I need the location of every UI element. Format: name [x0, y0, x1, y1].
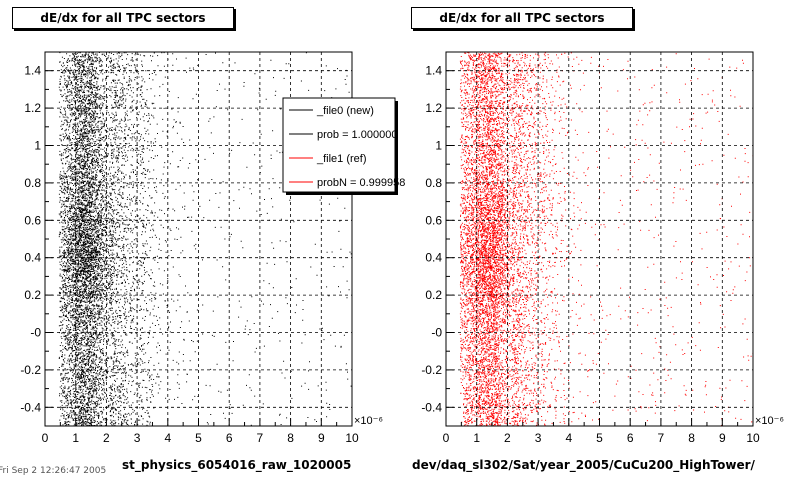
y-tick-label: -0	[30, 326, 41, 340]
right-scatter-chart: 0 1 2 3 4 5 6 7 8 9 10 ×10⁻⁶ 1.4 1.2 1 0.8 0.6 0.4 0.2 -0 -0…	[421, 51, 784, 445]
scatter-points	[58, 52, 352, 426]
x-tick-label: 10	[746, 431, 760, 445]
x-tick-label: 6	[226, 431, 233, 445]
y-tick-label: -0.2	[20, 363, 41, 377]
x-tick-label: 1	[473, 431, 480, 445]
y-tick-label: -0.2	[421, 363, 442, 377]
y-tick-label: 1.4	[24, 64, 41, 78]
y-tick-label: 0.8	[425, 176, 442, 190]
y-tick-label: 1.4	[425, 64, 442, 78]
legend-entry-label: _file1 (ref)	[316, 153, 367, 165]
timestamp-fragment: Fri Sep 2 12:26:47 2005	[0, 466, 107, 476]
legend-entry-label: probN = 0.999958	[317, 177, 405, 189]
x-tick-label: 2	[504, 431, 511, 445]
y-tick-label: 0.2	[425, 288, 442, 302]
legend-frame	[282, 97, 396, 193]
x-tick-label: 4	[164, 431, 171, 445]
x-tick-label: 0	[443, 431, 450, 445]
x-tick-label: 7	[658, 431, 665, 445]
x-tick-label: 3	[535, 431, 542, 445]
y-tick-label: -0	[431, 326, 442, 340]
x-exponent-label: ×10⁻⁶	[354, 415, 383, 427]
x-tick-label: 0	[42, 431, 49, 445]
x-tick-label: 7	[257, 431, 264, 445]
right-chart-title: dE/dx for all TPC sectors	[411, 7, 633, 29]
x-tick-label: 1	[72, 431, 79, 445]
legend-box: _file0 (new) prob = 1.000000 _file1 (ref) p…	[282, 97, 405, 195]
scatter-point-cloud	[459, 52, 753, 426]
y-tick-label: 0.2	[24, 288, 41, 302]
x-tick-label: 2	[103, 431, 110, 445]
y-tick-label: -0.4	[421, 400, 442, 414]
y-tick-label: 0.4	[24, 251, 41, 265]
left-x-axis-label: st_physics_6054016_raw_1020005	[122, 458, 352, 472]
left-scatter-chart: 0 1 2 3 4 5 6 7 8 9 10 ×10⁻⁶ 1.4 1.2 1 0.8 0.6 0.4 0.2 -0 -0…	[20, 51, 405, 445]
x-tick-label: 5	[195, 431, 202, 445]
y-tick-label: -0.4	[20, 400, 41, 414]
x-tick-label: 8	[287, 431, 294, 445]
y-tick-label: 0.8	[24, 176, 41, 190]
right-x-axis-label: dev/daq_sl302/Sat/year_2005/CuCu200_High…	[412, 458, 755, 472]
y-tick-label: 0.6	[24, 213, 41, 227]
x-tick-label: 5	[596, 431, 603, 445]
left-chart-title: dE/dx for all TPC sectors	[12, 7, 234, 29]
x-tick-label: 3	[134, 431, 141, 445]
scatter-point-cloud	[58, 52, 352, 426]
legend-entry-label: _file0 (new)	[316, 105, 374, 117]
y-tick-label: 0.4	[425, 251, 442, 265]
y-tick-label: 0.6	[425, 213, 442, 227]
x-tick-label: 6	[627, 431, 634, 445]
x-exponent-label: ×10⁻⁶	[755, 415, 784, 427]
scatter-points	[459, 52, 753, 426]
x-tick-label: 8	[688, 431, 695, 445]
y-tick-label: 1.2	[425, 101, 442, 115]
y-tick-label: 1	[435, 139, 442, 153]
legend-entry-label: prob = 1.000000	[317, 129, 397, 141]
x-tick-label: 10	[345, 431, 359, 445]
y-tick-label: 1	[34, 139, 41, 153]
x-tick-label: 4	[565, 431, 572, 445]
y-tick-label: 1.2	[24, 101, 41, 115]
x-tick-label: 9	[318, 431, 325, 445]
x-tick-label: 9	[719, 431, 726, 445]
